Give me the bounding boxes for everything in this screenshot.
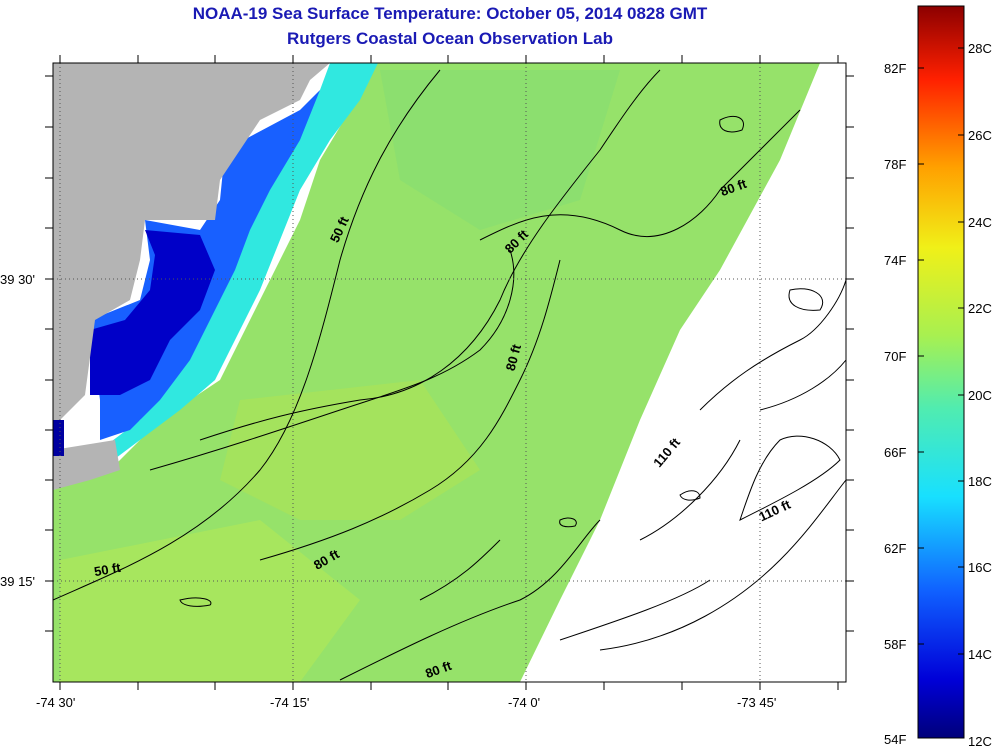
colorbar-ticks: [918, 47, 964, 655]
land: [53, 63, 330, 430]
axis-ticks: [45, 55, 854, 690]
colorbar-f-label: 82F: [884, 61, 907, 76]
lat-tick-label: 39 15': [0, 574, 36, 589]
land-strip: [53, 440, 120, 490]
colorbar-c-label: 22C: [968, 301, 992, 316]
colorbar-f-label: 74F: [884, 253, 907, 268]
depth-contours: [53, 69, 846, 681]
cyan-band: [53, 63, 378, 490]
colorbar-c-label: 18C: [968, 474, 992, 489]
lon-tick-label: -73 45': [737, 695, 777, 710]
colorbar-c-label: 28C: [968, 41, 992, 56]
colorbar-f-label: 78F: [884, 157, 907, 172]
colorbar-f-label: 66F: [884, 445, 907, 460]
colorbar: [917, 5, 965, 739]
lon-tick-label: -74 15': [270, 695, 310, 710]
colorbar-c-label: 26C: [968, 128, 992, 143]
lat-tick-label: 39 30': [0, 272, 36, 287]
map-subtitle: Rutgers Coastal Ocean Observation Lab: [287, 29, 613, 48]
colorbar-f-label: 58F: [884, 637, 907, 652]
colorbar-c-label: 14C: [968, 647, 992, 662]
map-frame: [52, 62, 847, 683]
colorbar-c-label: 24C: [968, 215, 992, 230]
colorbar-c-label: 16C: [968, 560, 992, 575]
blue-edge: [53, 420, 64, 456]
lon-tick-label: -74 0': [508, 695, 541, 710]
dark-blue-water: [90, 230, 215, 395]
green-patch-north: [380, 70, 620, 230]
colorbar-f-label: 70F: [884, 349, 907, 364]
map-title: NOAA-19 Sea Surface Temperature: October…: [192, 4, 708, 23]
colorbar-c-label: 12C: [968, 734, 992, 749]
grid-lines: [53, 63, 846, 682]
lon-tick-label: -74 30': [36, 695, 76, 710]
colorbar-f-label: 62F: [884, 541, 907, 556]
colorbar-f-label: 54F: [884, 732, 907, 747]
colorbar-c-label: 20C: [968, 388, 992, 403]
